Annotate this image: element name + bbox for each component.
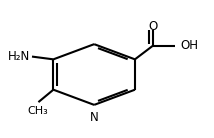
Text: O: O	[149, 20, 158, 33]
Text: H₂N: H₂N	[8, 50, 30, 63]
Text: OH: OH	[180, 39, 198, 52]
Text: CH₃: CH₃	[27, 106, 48, 116]
Text: N: N	[90, 111, 98, 124]
